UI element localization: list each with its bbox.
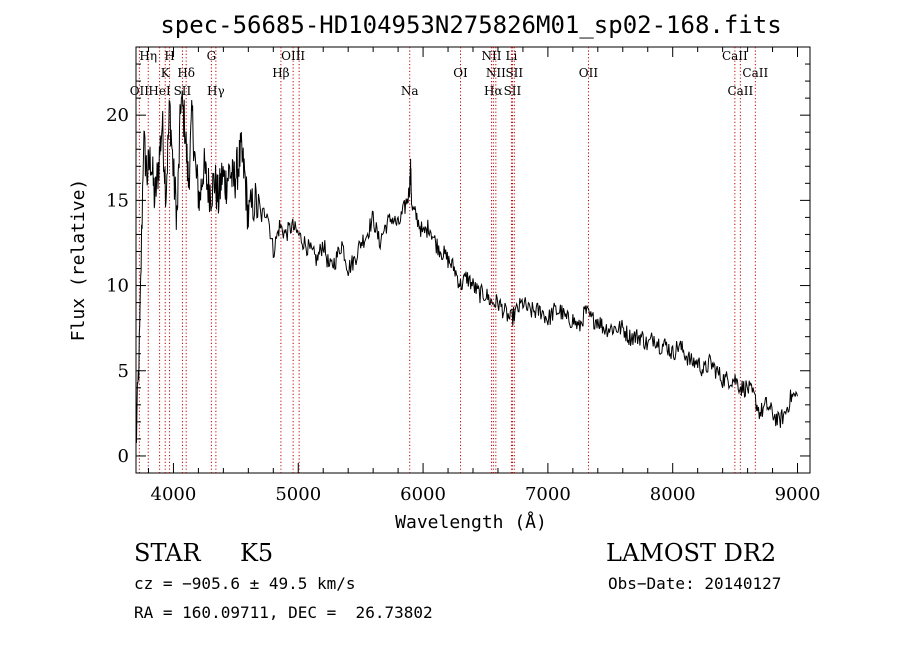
line-label-8: Hγ (207, 84, 225, 98)
line-label-4: H (164, 49, 174, 63)
line-label-21: CaII (722, 49, 748, 63)
y-tick-label-2: 10 (106, 276, 129, 297)
object-class: STAR (134, 539, 201, 567)
subclass: K5 (240, 539, 274, 567)
line-label-23: CaII (742, 66, 768, 80)
x-tick-label-4: 8000 (650, 484, 696, 505)
line-label-18: SII (504, 84, 522, 98)
line-label-19: SII (505, 66, 523, 80)
line-label-2: HeI (148, 84, 171, 98)
line-label-10: OIII (281, 49, 305, 63)
line-label-17: Li (506, 49, 518, 63)
y-tick-label-4: 20 (106, 105, 129, 126)
line-label-13: OI (453, 66, 468, 80)
survey-name: LAMOST DR2 (606, 539, 777, 567)
line-label-16: NII (486, 66, 506, 80)
redshift-velocity: cz = −905.6 ± 49.5 km/s (134, 574, 356, 593)
y-tick-label-1: 5 (118, 361, 129, 382)
line-label-3: K (161, 66, 171, 80)
y-tick-label-3: 15 (106, 190, 129, 211)
line-label-7: G (207, 49, 217, 63)
coordinates: RA = 160.09711, DEC = 26.73802 (134, 603, 433, 622)
plot-frame (135, 46, 811, 474)
line-label-0: OII (130, 84, 150, 98)
observation-date: Obs−Date: 20140127 (608, 574, 782, 593)
x-tick-label-0: 4000 (151, 484, 197, 505)
chart-title: spec-56685-HD104953N275826M01_sp02-168.f… (160, 11, 781, 39)
line-label-14: NII (481, 49, 501, 63)
line-label-15: Hα (484, 84, 503, 98)
y-axis-label: Flux (relative) (68, 179, 89, 342)
line-label-6: Hδ (177, 66, 195, 80)
x-axis-label: Wavelength (Å) (395, 511, 547, 533)
line-label-1: Hη (139, 49, 157, 63)
x-tick-label-2: 6000 (400, 484, 446, 505)
line-label-12: Na (401, 84, 419, 98)
line-label-9: Hβ (272, 66, 289, 80)
axis-tick-labels: 4000 5000 6000 7000 8000 9000 0 5 10 15 20 (106, 105, 820, 505)
x-tick-label-1: 5000 (275, 484, 321, 505)
x-tick-label-3: 7000 (525, 484, 571, 505)
line-label-20: OII (579, 66, 599, 80)
axis-ticks (136, 46, 810, 474)
emission-line-labels: OIIHηHeIKHSIIHδGHγHβOIIINaOINIIHαNIILiSI… (130, 49, 769, 98)
spectrum-line (135, 90, 798, 443)
x-tick-label-5: 9000 (775, 484, 821, 505)
line-label-22: CaII (727, 84, 753, 98)
y-tick-label-0: 0 (118, 446, 129, 467)
